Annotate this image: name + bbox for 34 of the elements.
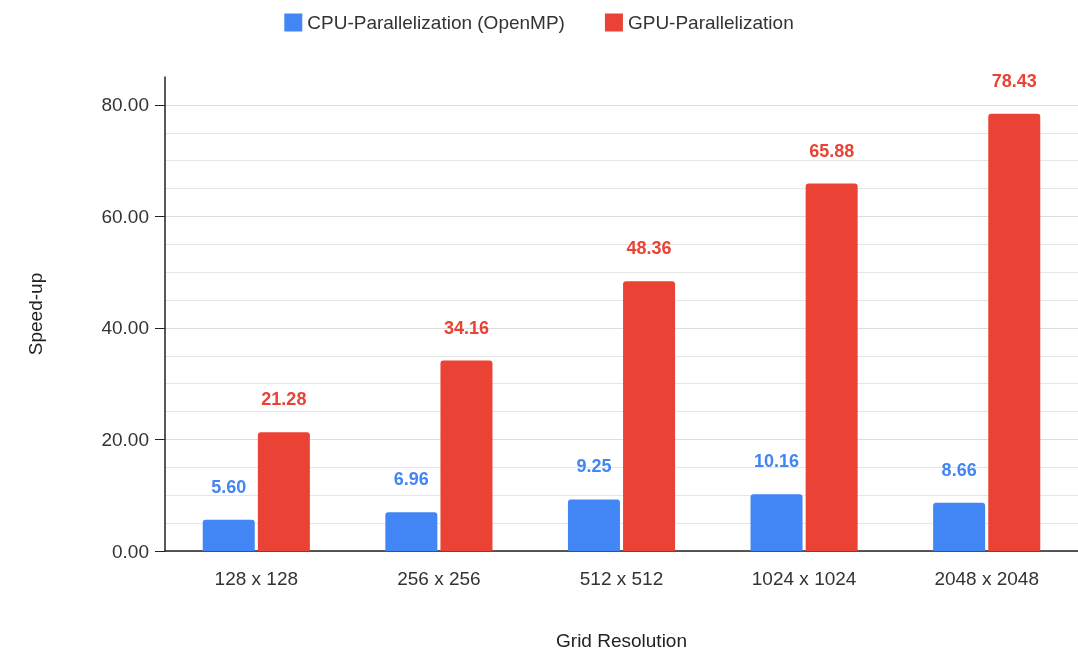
x-axis-title: Grid Resolution [556,630,687,651]
y-axis-title: Speed-up [25,272,46,356]
y-tick-label: 0.00 [112,540,149,562]
data-label: 5.60 [211,476,247,497]
legend-label: CPU-Parallelization (OpenMP) [307,12,565,33]
x-tick-label: 256 x 256 [397,568,481,589]
data-label: 10.16 [754,451,800,472]
y-tick-label: 80.00 [101,94,149,116]
y-tick-label: 20.00 [101,428,149,450]
data-label: 6.96 [393,469,429,490]
y-tick-label: 40.00 [101,317,149,339]
data-label: 48.36 [626,238,672,259]
data-label: 8.66 [941,459,977,480]
bar [385,512,438,551]
bar [805,183,858,551]
legend-label: GPU-Parallelization [627,12,794,33]
x-tick-label: 1024 x 1024 [751,568,857,589]
x-tick-label: 512 x 512 [579,568,664,589]
bar [750,494,803,551]
data-label: 78.43 [991,70,1037,91]
y-tick-label: 60.00 [101,205,149,227]
bar [933,502,986,551]
bar [440,360,493,551]
x-tick-label: 2048 x 2048 [934,568,1039,589]
x-tick-label: 128 x 128 [214,568,299,589]
bar [257,432,310,551]
data-label: 65.88 [809,140,855,161]
data-label: 34.16 [443,317,489,338]
bar [567,499,620,551]
bar [988,113,1041,551]
data-label: 9.25 [576,456,612,477]
bar [202,519,255,551]
bar [623,281,676,551]
data-label: 21.28 [261,389,307,410]
